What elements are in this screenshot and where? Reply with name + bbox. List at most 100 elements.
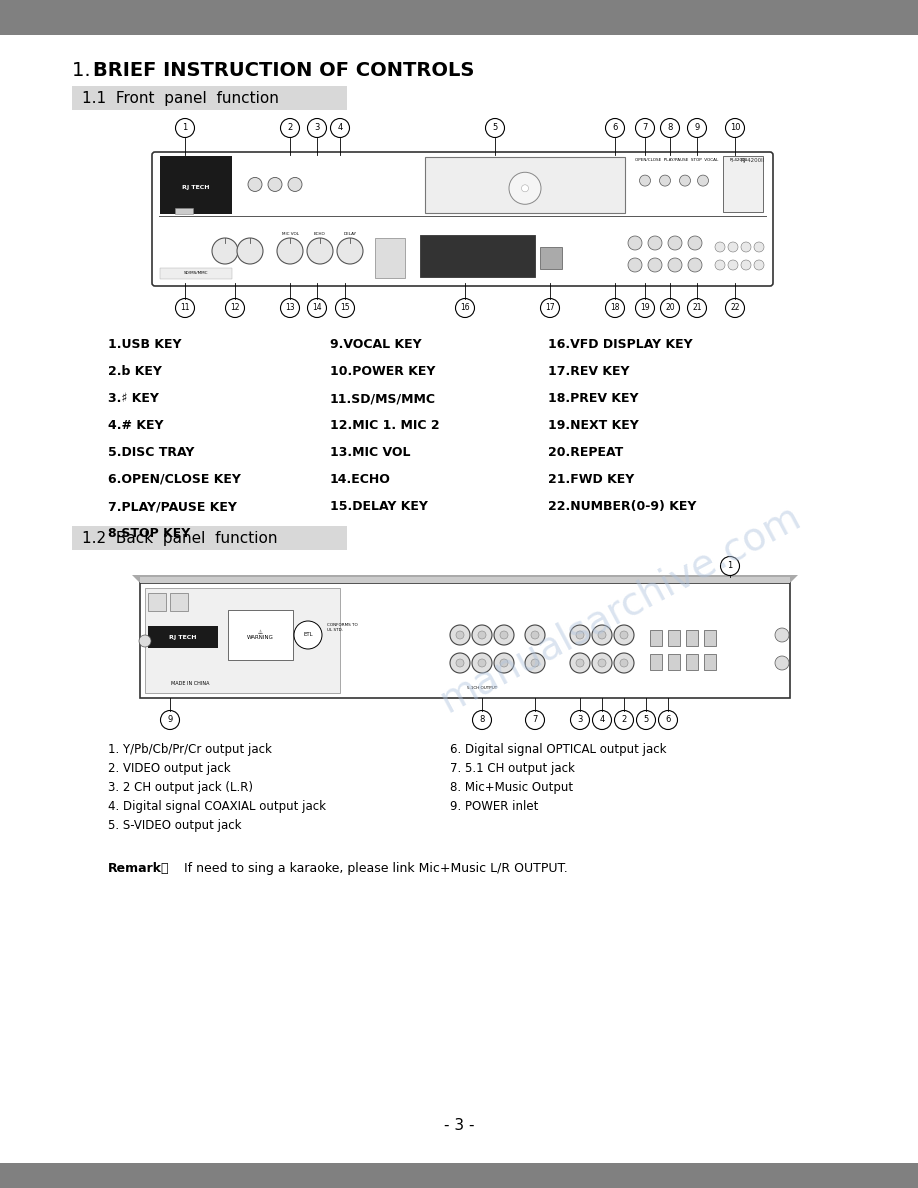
Circle shape [741,260,751,270]
Circle shape [330,119,350,138]
Circle shape [335,298,354,317]
Text: 6: 6 [666,715,671,725]
Circle shape [294,621,322,649]
Bar [540,247,562,268]
Text: 20: 20 [666,303,675,312]
Text: 1: 1 [183,124,187,133]
Circle shape [614,653,634,672]
Circle shape [456,659,464,666]
Text: 10.POWER KEY: 10.POWER KEY [330,365,435,378]
Circle shape [308,298,327,317]
Text: 14: 14 [312,303,322,312]
Text: 13: 13 [285,303,295,312]
Text: 12: 12 [230,303,240,312]
Bar [175,208,193,215]
Text: 6. Digital signal OPTICAL output jack: 6. Digital signal OPTICAL output jack [450,742,666,756]
Bar [140,577,790,583]
Bar [650,655,662,670]
Circle shape [688,258,702,272]
Text: 7: 7 [532,715,538,725]
Bar [704,630,716,646]
Text: 10: 10 [730,124,740,133]
Bar [420,235,535,277]
Text: 7: 7 [643,124,648,133]
Circle shape [648,236,662,249]
Circle shape [715,260,725,270]
Bar [650,630,662,646]
Text: 2. VIDEO output jack: 2. VIDEO output jack [108,762,230,775]
Circle shape [570,653,590,672]
Circle shape [592,653,612,672]
Circle shape [658,710,677,729]
Text: RJ TECH: RJ TECH [169,634,196,639]
Circle shape [775,628,789,642]
Circle shape [175,298,195,317]
Circle shape [248,177,262,191]
Circle shape [679,175,690,187]
Text: 8: 8 [479,715,485,725]
Text: 15: 15 [341,303,350,312]
Text: 1.2  Back  panel  function: 1.2 Back panel function [82,531,277,545]
Text: 1.: 1. [72,61,97,80]
Circle shape [472,653,492,672]
Text: 5: 5 [644,715,649,725]
Text: 1: 1 [727,562,733,570]
Circle shape [509,172,541,204]
Circle shape [139,636,151,647]
Bar [145,588,340,693]
Text: SD/MS/MMC: SD/MS/MMC [184,271,208,274]
Circle shape [212,238,238,264]
Circle shape [636,710,655,729]
Bar [72,526,347,550]
Circle shape [688,298,707,317]
Circle shape [620,631,628,639]
Text: 1. Y/Pb/Cb/Pr/Cr output jack: 1. Y/Pb/Cb/Pr/Cr output jack [108,742,272,756]
Circle shape [478,659,486,666]
Text: 1.1  Front  panel  function: 1.1 Front panel function [82,90,279,106]
Circle shape [614,710,633,729]
Circle shape [161,710,180,729]
Text: 2: 2 [621,715,627,725]
Circle shape [237,238,263,264]
Circle shape [277,238,303,264]
Text: 3: 3 [577,715,583,725]
Text: 9: 9 [167,715,173,725]
Text: 7. 5.1 CH output jack: 7. 5.1 CH output jack [450,762,575,775]
Circle shape [725,119,744,138]
Circle shape [478,631,486,639]
Circle shape [715,242,725,252]
Text: 8: 8 [667,124,673,133]
Circle shape [576,631,584,639]
Bar [140,583,790,699]
Circle shape [281,119,299,138]
Bar [723,156,763,213]
Text: 17.REV KEY: 17.REV KEY [548,365,630,378]
Bar [148,593,166,611]
Text: RJ-4200II: RJ-4200II [741,158,765,163]
Circle shape [541,298,559,317]
Bar [375,238,405,278]
Circle shape [175,119,195,138]
Circle shape [531,659,539,666]
Circle shape [531,631,539,639]
Text: 18: 18 [610,303,620,312]
Bar [686,630,698,646]
Text: 8.STOP KEY: 8.STOP KEY [108,527,190,541]
Circle shape [494,625,514,645]
Text: DELAY: DELAY [343,232,356,236]
Circle shape [659,175,670,187]
Polygon shape [132,575,798,583]
Circle shape [281,298,299,317]
Circle shape [450,625,470,645]
Circle shape [570,625,590,645]
Text: 22.NUMBER(0-9) KEY: 22.NUMBER(0-9) KEY [548,500,697,513]
Text: 2: 2 [287,124,293,133]
Circle shape [525,625,545,645]
Text: OPEN/CLOSE  PLAY/PAUSE  STOP  VOCAL: OPEN/CLOSE PLAY/PAUSE STOP VOCAL [635,158,718,162]
Circle shape [648,258,662,272]
Text: 3: 3 [314,124,319,133]
Circle shape [226,298,244,317]
Text: MIC VOL: MIC VOL [282,232,298,236]
Circle shape [725,298,744,317]
Circle shape [456,631,464,639]
